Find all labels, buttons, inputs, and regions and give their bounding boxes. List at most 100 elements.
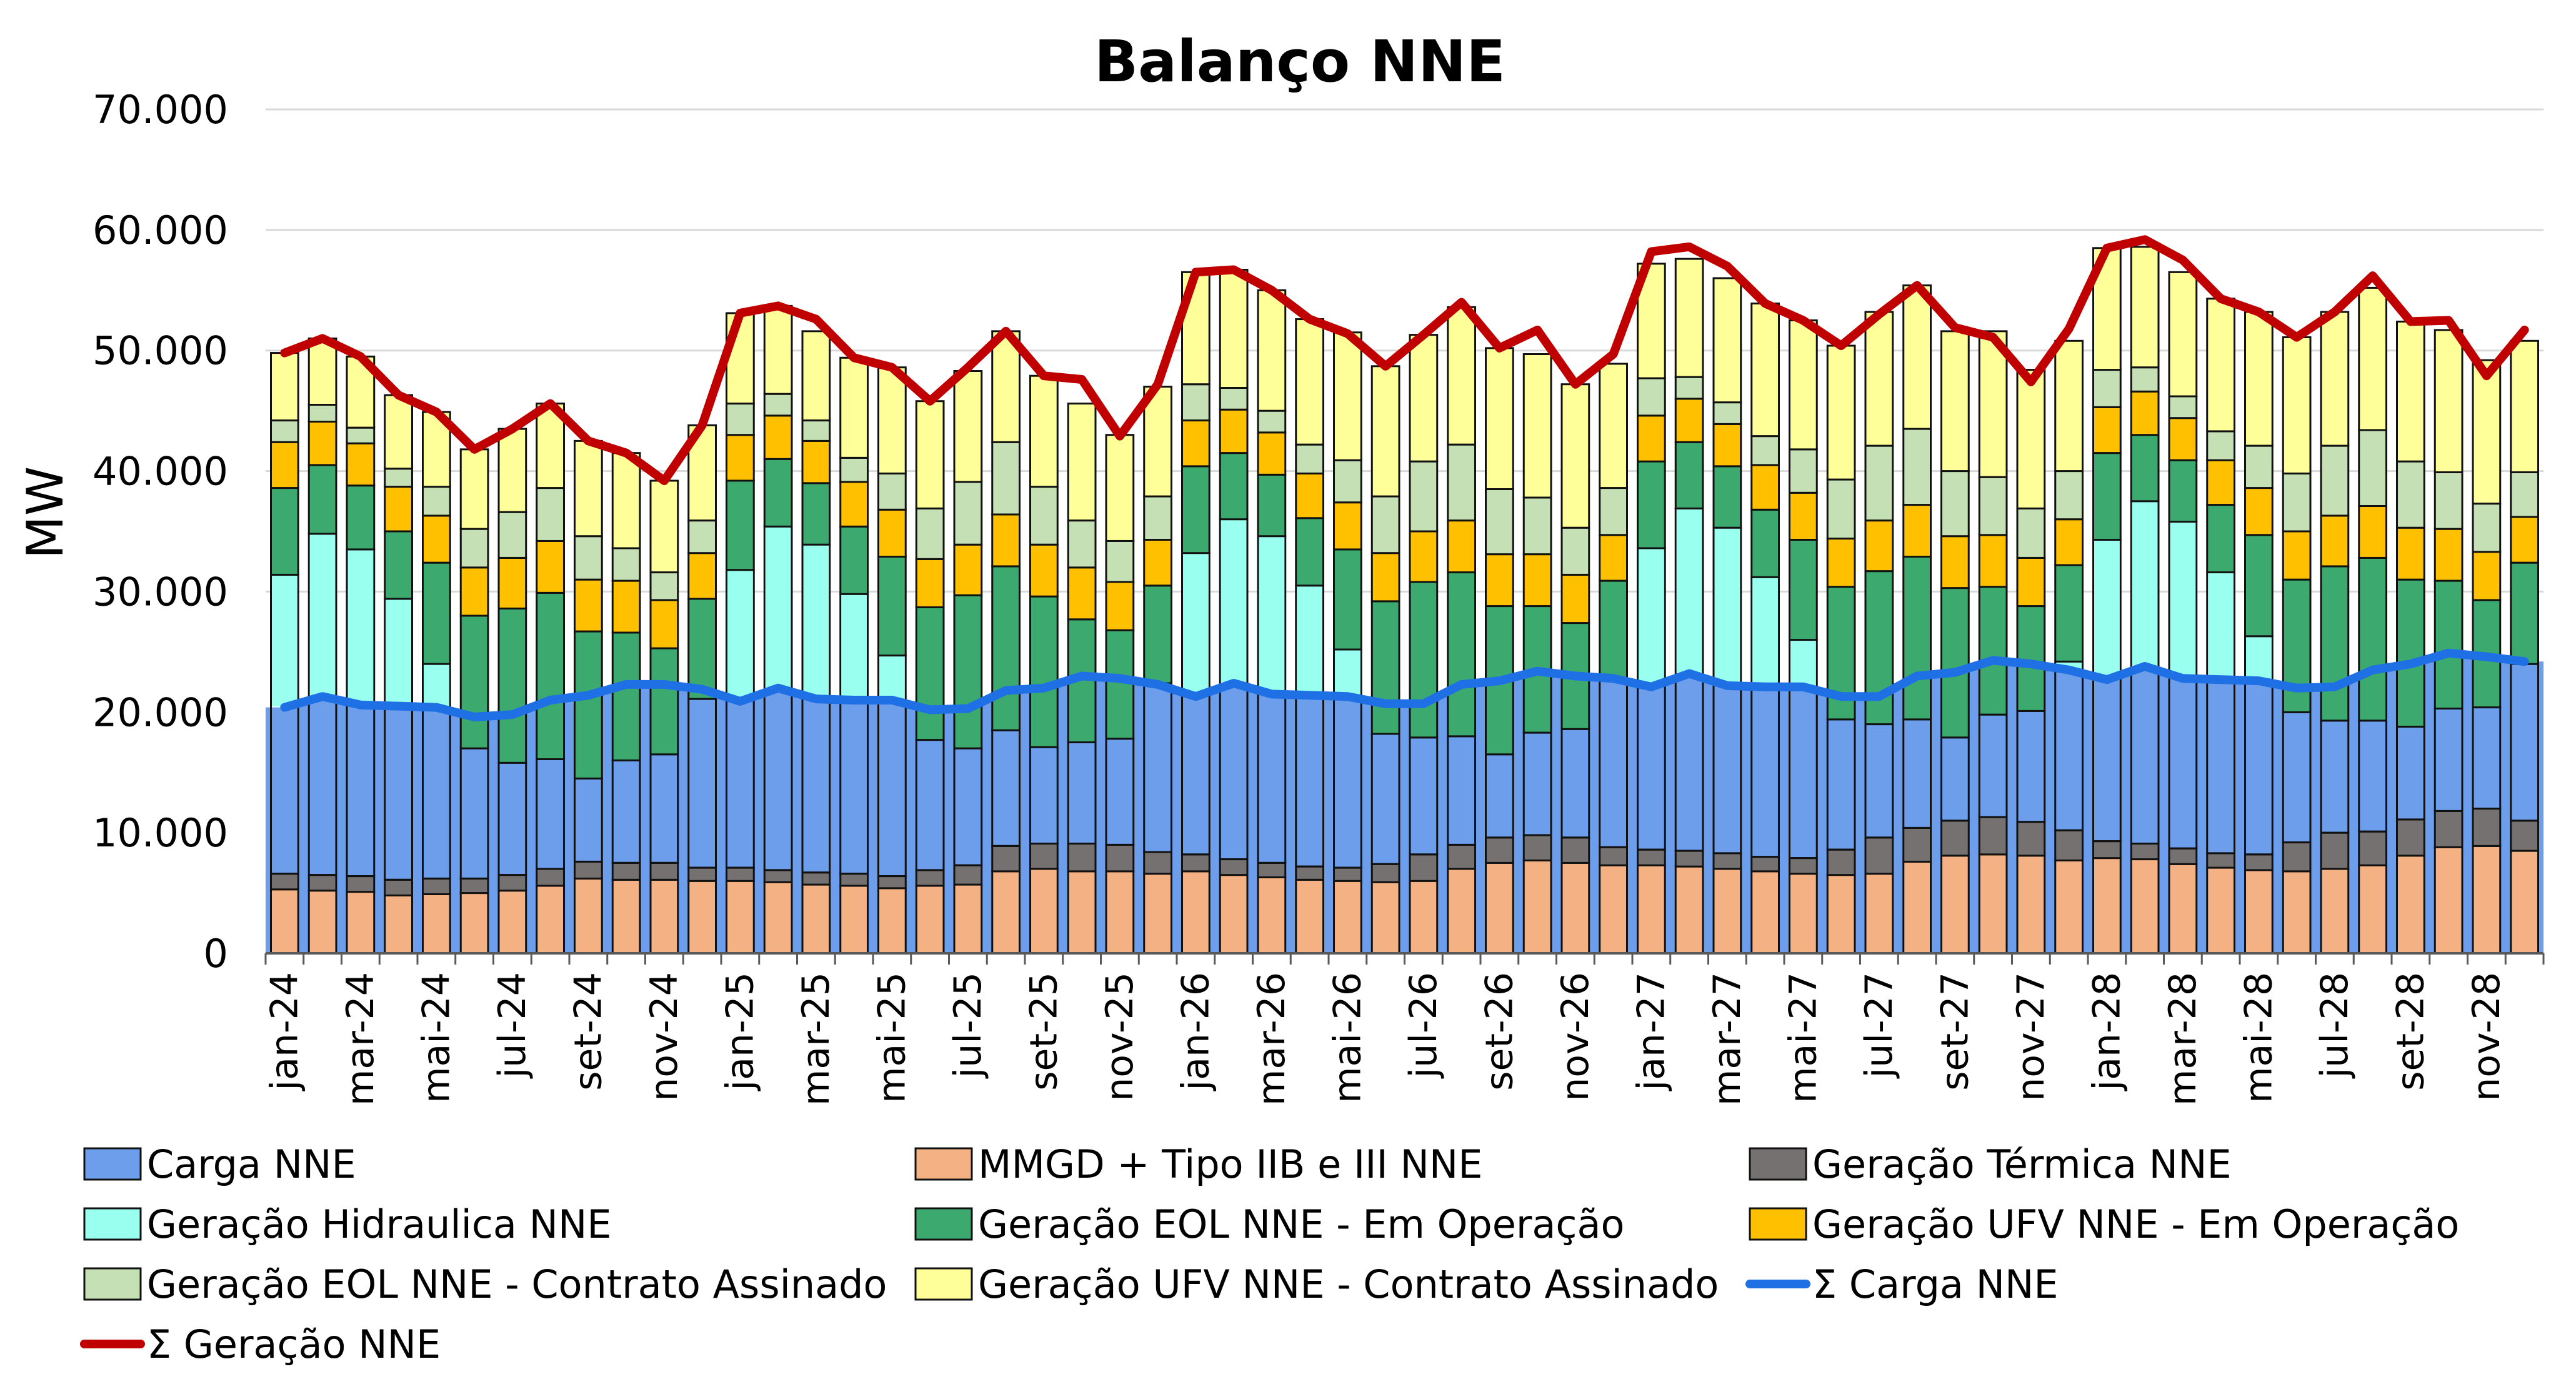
bar-segment-4 (1181, 419, 1211, 468)
bar-segment-hydro-fill (1676, 509, 1702, 673)
bar-segment-4 (1370, 552, 1400, 603)
bar-segment-6 (2016, 369, 2046, 509)
bar-segment-0 (1902, 860, 1932, 955)
bar-segment-0 (1560, 861, 1590, 955)
bar-segment-0 (877, 887, 907, 955)
bar-segment-0 (2244, 869, 2274, 955)
bar-segment-4 (270, 441, 299, 489)
x-tick-label: mar-26 (1250, 972, 1294, 1106)
bar-segment-6 (270, 352, 299, 422)
legend-label: Geração UFV NNE - Em Operação (1812, 1201, 2459, 1247)
bar-segment-6 (1864, 311, 1894, 447)
bar-segment-4 (2282, 530, 2312, 581)
bar-segment-0 (1712, 868, 1742, 955)
bar-segment-0 (991, 870, 1021, 955)
bar-segment-0 (687, 880, 717, 955)
bar-segment-0 (801, 883, 831, 955)
bar-segment-6 (953, 370, 983, 483)
bar-segment-4 (459, 566, 489, 617)
bar-segment-1 (611, 861, 641, 881)
legend-swatch (83, 1207, 142, 1241)
bar-segment-4 (649, 599, 679, 649)
bar-segment-3 (1257, 473, 1287, 538)
bar-segment-3 (2396, 578, 2425, 728)
bar-segment-4 (2472, 551, 2502, 601)
bar-segment-0 (1105, 870, 1135, 955)
bar-segment-3 (497, 607, 527, 764)
bar-segment-1 (2092, 840, 2122, 860)
bar-segment-4 (1295, 472, 1324, 519)
bar-segment-3 (422, 561, 451, 665)
y-tick-label: 40.000 (92, 449, 228, 494)
bar-segment-3 (801, 482, 831, 546)
x-tick-label: jan-28 (2085, 972, 2129, 1091)
bar-segment-1 (1674, 850, 1704, 868)
bar-segment-1 (1826, 848, 1856, 876)
bar-segment-1 (2206, 852, 2235, 869)
bar-segment-3 (270, 487, 299, 576)
bar-segment-1 (2282, 841, 2312, 873)
bar-segment-5 (1105, 539, 1135, 583)
bar-segment-1 (1712, 852, 1742, 870)
bar-segment-3 (1712, 465, 1742, 529)
bar-segment-6 (2244, 311, 2274, 447)
bar-segment-3 (2130, 434, 2160, 503)
bar-segment-0 (1978, 853, 2008, 955)
bar-segment-0 (574, 877, 603, 955)
bar-segment-6 (1257, 289, 1287, 412)
bar-segment-4 (1447, 519, 1476, 574)
legend-label: Carga NNE (147, 1141, 356, 1187)
bar-segment-3 (687, 598, 717, 700)
bar-segment-0 (497, 890, 527, 955)
bar-segment-1 (763, 869, 793, 883)
bar-segment-3 (384, 530, 413, 600)
bar-segment-3 (346, 484, 376, 551)
bar-segment-6 (915, 400, 945, 509)
x-tick-label: jul-26 (1402, 972, 1445, 1079)
bar-segment-6 (2510, 339, 2539, 473)
bar-segment-6 (2282, 336, 2312, 474)
bar-segment-3 (2168, 459, 2198, 523)
bar-segment-5 (953, 481, 983, 546)
bar-segment-0 (1599, 864, 1628, 955)
series-lines (280, 235, 2529, 721)
bar-segment-1 (1522, 834, 1552, 861)
bar-segment-3 (1219, 452, 1249, 521)
bar-segment-1 (1902, 826, 1932, 863)
x-tick-label: set-27 (1933, 972, 1977, 1091)
bar-segment-0 (1295, 878, 1324, 955)
bar-segment-4 (1522, 553, 1552, 608)
bar-segment-3 (953, 594, 983, 750)
bar-segment-5 (307, 404, 337, 423)
bar-segment-1 (877, 875, 907, 890)
bar-segment-4 (2396, 526, 2425, 581)
bar-segment-hydro-fill (1335, 650, 1360, 696)
bar-segment-0 (763, 881, 793, 955)
bar-segment-hydro-fill (1259, 537, 1285, 693)
bar-segment-6 (2168, 271, 2198, 398)
bar-segment-4 (763, 414, 793, 460)
bar-segment-hydro-fill (2132, 502, 2158, 666)
bar-segment-0 (1864, 873, 1894, 955)
x-tick-label: mai-26 (1325, 972, 1369, 1103)
bar-segment-0 (1940, 855, 1970, 955)
y-tick-label: 0 (204, 931, 228, 976)
bar-segment-4 (687, 552, 717, 600)
bar-segment-6 (877, 366, 907, 474)
bar-segment-0 (1789, 873, 1818, 955)
bar-segment-0 (2206, 866, 2235, 955)
bar-segment-6 (422, 411, 451, 488)
bar-segment-5 (801, 419, 831, 442)
bar-segment-5 (1333, 459, 1362, 504)
bar-segment-5 (1864, 444, 1894, 522)
x-tick-label: jan-26 (1174, 972, 1217, 1091)
bar-segment-1 (649, 861, 679, 881)
bar-segment-1 (422, 877, 451, 896)
legend-label: Σ Carga NNE (1812, 1261, 2059, 1307)
bar-segment-0 (2434, 846, 2464, 955)
bar-segment-3 (611, 631, 641, 761)
bar-segment-4 (801, 439, 831, 484)
x-tick-label: mai-28 (2237, 972, 2280, 1103)
bar-segment-5 (2130, 366, 2160, 393)
bar-segment-3 (2320, 565, 2350, 722)
